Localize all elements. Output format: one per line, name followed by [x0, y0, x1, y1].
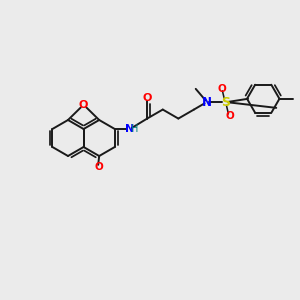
Text: N: N: [124, 124, 134, 134]
Text: O: O: [95, 162, 103, 172]
Text: S: S: [221, 96, 230, 109]
Text: O: O: [217, 84, 226, 94]
Text: H: H: [131, 124, 138, 134]
Text: O: O: [142, 94, 152, 103]
Text: N: N: [202, 96, 212, 109]
Text: O: O: [225, 111, 234, 121]
Text: O: O: [79, 100, 88, 110]
